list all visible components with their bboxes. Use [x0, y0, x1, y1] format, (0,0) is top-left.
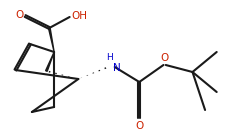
Text: O: O	[161, 53, 169, 63]
Text: OH: OH	[71, 11, 87, 21]
Text: H: H	[106, 53, 113, 62]
Polygon shape	[46, 52, 54, 71]
Text: N: N	[113, 63, 121, 73]
Text: O: O	[135, 121, 143, 131]
Text: O: O	[15, 10, 23, 20]
Polygon shape	[49, 28, 54, 52]
